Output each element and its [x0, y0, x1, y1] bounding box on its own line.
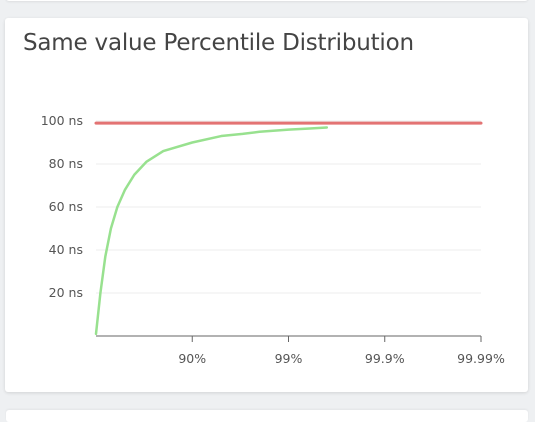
y-tick-label: 40 ns — [49, 242, 83, 257]
x-tick-label: 90% — [178, 351, 206, 366]
y-tick-label: 100 ns — [41, 113, 83, 128]
y-tick-label: 60 ns — [49, 199, 83, 214]
percentile-chart: 20 ns 40 ns 60 ns 80 ns 100 ns 90% 99% 99.9% 99… — [41, 113, 505, 366]
y-tick-label: 80 ns — [49, 156, 83, 171]
series-lines — [94, 121, 483, 336]
y-tick-label: 20 ns — [49, 285, 83, 300]
x-tick-label: 99.99% — [457, 351, 505, 366]
panel-title: Same value Percentile Distribution — [23, 30, 414, 56]
series-line-1 — [94, 126, 329, 336]
grid-lines — [96, 120, 481, 294]
x-axis-tick-labels: 90% 99% 99.9% 99.99% — [178, 351, 505, 366]
percentile-distribution-panel: Same value Percentile Distribution 20 ns… — [5, 18, 528, 392]
y-axis-tick-labels: 20 ns 40 ns 60 ns 80 ns 100 ns — [41, 113, 83, 300]
previous-panel-edge — [6, 0, 528, 1]
x-tick-label: 99% — [275, 351, 303, 366]
x-tick-label: 99.9% — [365, 351, 405, 366]
x-axis — [96, 335, 482, 342]
next-panel-edge — [6, 410, 528, 422]
